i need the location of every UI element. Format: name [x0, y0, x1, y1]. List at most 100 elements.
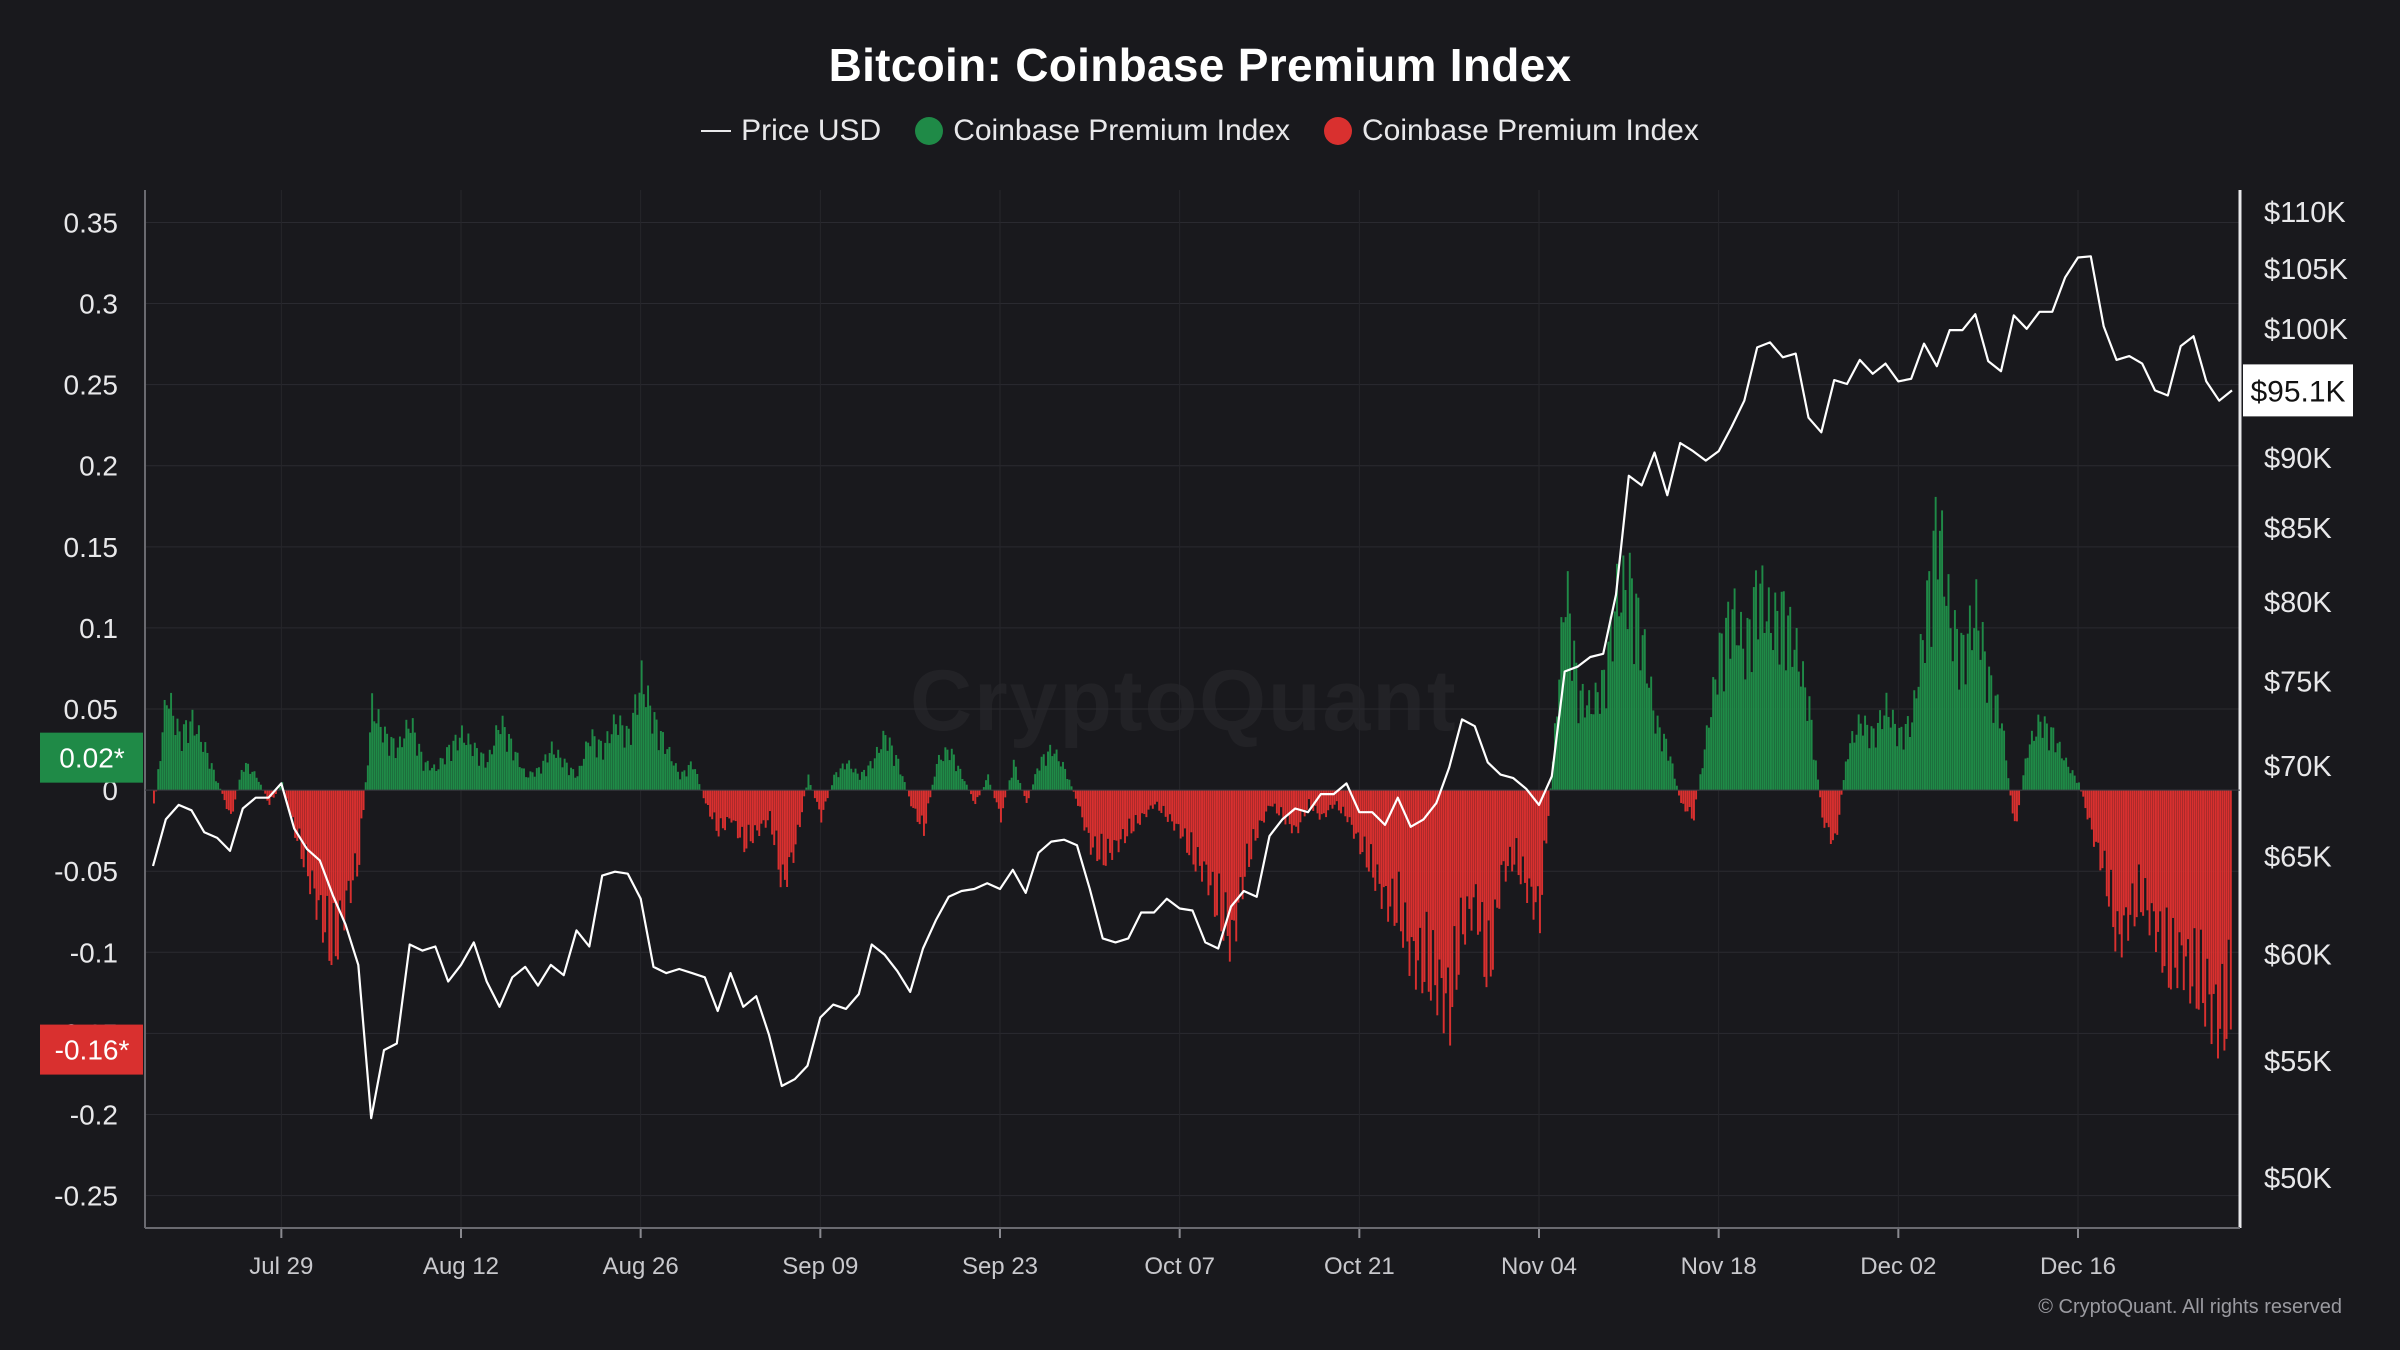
premium-bar — [356, 790, 359, 877]
premium-bar — [2082, 790, 2085, 797]
premium-bar — [1271, 790, 1274, 807]
legend-item-premium-positive[interactable]: Coinbase Premium Index — [915, 114, 1290, 148]
premium-bar — [1049, 744, 1052, 791]
premium-bar — [1573, 640, 1576, 791]
premium-bar — [1436, 790, 1439, 1016]
premium-bar — [324, 790, 327, 933]
premium-bar — [1248, 790, 1251, 867]
premium-bar — [1609, 616, 1612, 791]
premium-bar — [1616, 563, 1618, 791]
premium-bar — [1038, 770, 1041, 791]
premium-bar — [488, 749, 491, 791]
premium-bar — [1660, 751, 1663, 791]
legend-label-premium-positive: Coinbase Premium Index — [953, 114, 1291, 147]
premium-bar — [933, 776, 936, 791]
x-tick-label: Aug 12 — [423, 1253, 499, 1280]
premium-bar — [610, 734, 613, 791]
premium-bar — [1896, 746, 1899, 791]
premium-bar — [1742, 648, 1745, 791]
premium-bar — [2041, 737, 2044, 791]
premium-bar — [1081, 790, 1084, 818]
premium-bar — [1513, 790, 1516, 865]
premium-bar — [563, 758, 566, 791]
premium-bar — [1746, 617, 1749, 791]
premium-bar — [550, 741, 553, 791]
premium-bar — [1586, 705, 1588, 791]
premium-bar — [531, 772, 534, 791]
x-tick-label: Sep 23 — [962, 1253, 1038, 1280]
premium-bar — [1275, 790, 1278, 814]
premium-bar — [1620, 612, 1623, 791]
premium-bar — [1684, 790, 1687, 812]
premium-bar — [1297, 790, 1300, 834]
premium-bar — [529, 771, 532, 791]
premium-bar — [1838, 790, 1841, 815]
premium-bar — [294, 790, 297, 838]
premium-bar — [1320, 790, 1323, 815]
premium-bar — [587, 742, 590, 791]
premium-bar — [946, 749, 949, 791]
y-left-tick-label: 0.15 — [64, 532, 119, 563]
premium-bar — [362, 790, 365, 811]
premium-bar — [1250, 790, 1253, 860]
premium-bar — [2206, 790, 2209, 959]
premium-bar — [2028, 744, 2031, 791]
premium-bar — [987, 774, 990, 791]
premium-bar — [339, 790, 342, 901]
premium-bar — [1887, 716, 1890, 791]
premium-bar — [317, 790, 320, 901]
y-right-tick-label: $50K — [2264, 1163, 2332, 1195]
value-tag-left-bg — [40, 1024, 143, 1075]
premium-bar — [1072, 790, 1075, 792]
premium-bar — [1566, 571, 1569, 791]
premium-bar — [1205, 790, 1208, 865]
premium-bar — [1293, 790, 1295, 826]
premium-bar — [1648, 687, 1651, 791]
premium-bar — [1802, 661, 1805, 791]
premium-bar — [972, 790, 975, 801]
premium-bar — [2067, 766, 2070, 791]
premium-bar — [1139, 790, 1141, 825]
premium-bar — [985, 780, 987, 791]
premium-bar — [313, 790, 316, 889]
premium-bar — [2197, 790, 2200, 1010]
legend-item-premium-negative[interactable]: Coinbase Premium Index — [1324, 114, 1699, 148]
premium-bar — [1898, 727, 1901, 791]
premium-bar — [1115, 790, 1118, 841]
premium-bar — [1825, 790, 1828, 823]
premium-bar — [1588, 690, 1591, 791]
premium-bar — [178, 731, 181, 791]
premium-bar — [435, 770, 438, 791]
premium-bar — [1782, 591, 1785, 791]
premium-bar — [1318, 790, 1321, 820]
premium-bar — [617, 734, 620, 791]
premium-bar — [1057, 761, 1060, 791]
premium-bar — [1489, 790, 1492, 977]
premium-bar — [1476, 790, 1479, 935]
y-left-tick-label: 0.1 — [79, 613, 118, 644]
premium-bar — [764, 790, 767, 828]
premium-bar — [1106, 790, 1109, 839]
premium-bar — [751, 790, 754, 844]
legend-item-price[interactable]: Price USD — [701, 114, 881, 148]
premium-bar — [463, 742, 466, 791]
premium-bar — [292, 790, 294, 818]
premium-bar — [807, 774, 810, 791]
premium-bar — [976, 790, 979, 798]
premium-bar — [1207, 790, 1210, 896]
premium-bar — [1722, 691, 1725, 791]
premium-bar — [1539, 790, 1541, 934]
premium-bar — [1047, 751, 1049, 791]
premium-bar — [961, 778, 964, 791]
premium-bar — [2161, 790, 2164, 973]
premium-bar — [328, 790, 331, 961]
premium-bar — [1331, 790, 1334, 809]
premium-bar — [200, 741, 202, 791]
premium-bar — [471, 756, 474, 791]
premium-bar — [1688, 790, 1691, 808]
premium-bar — [1423, 790, 1426, 982]
premium-bar — [1346, 790, 1349, 823]
premium-bar — [1806, 720, 1809, 791]
premium-bar — [2144, 790, 2147, 879]
